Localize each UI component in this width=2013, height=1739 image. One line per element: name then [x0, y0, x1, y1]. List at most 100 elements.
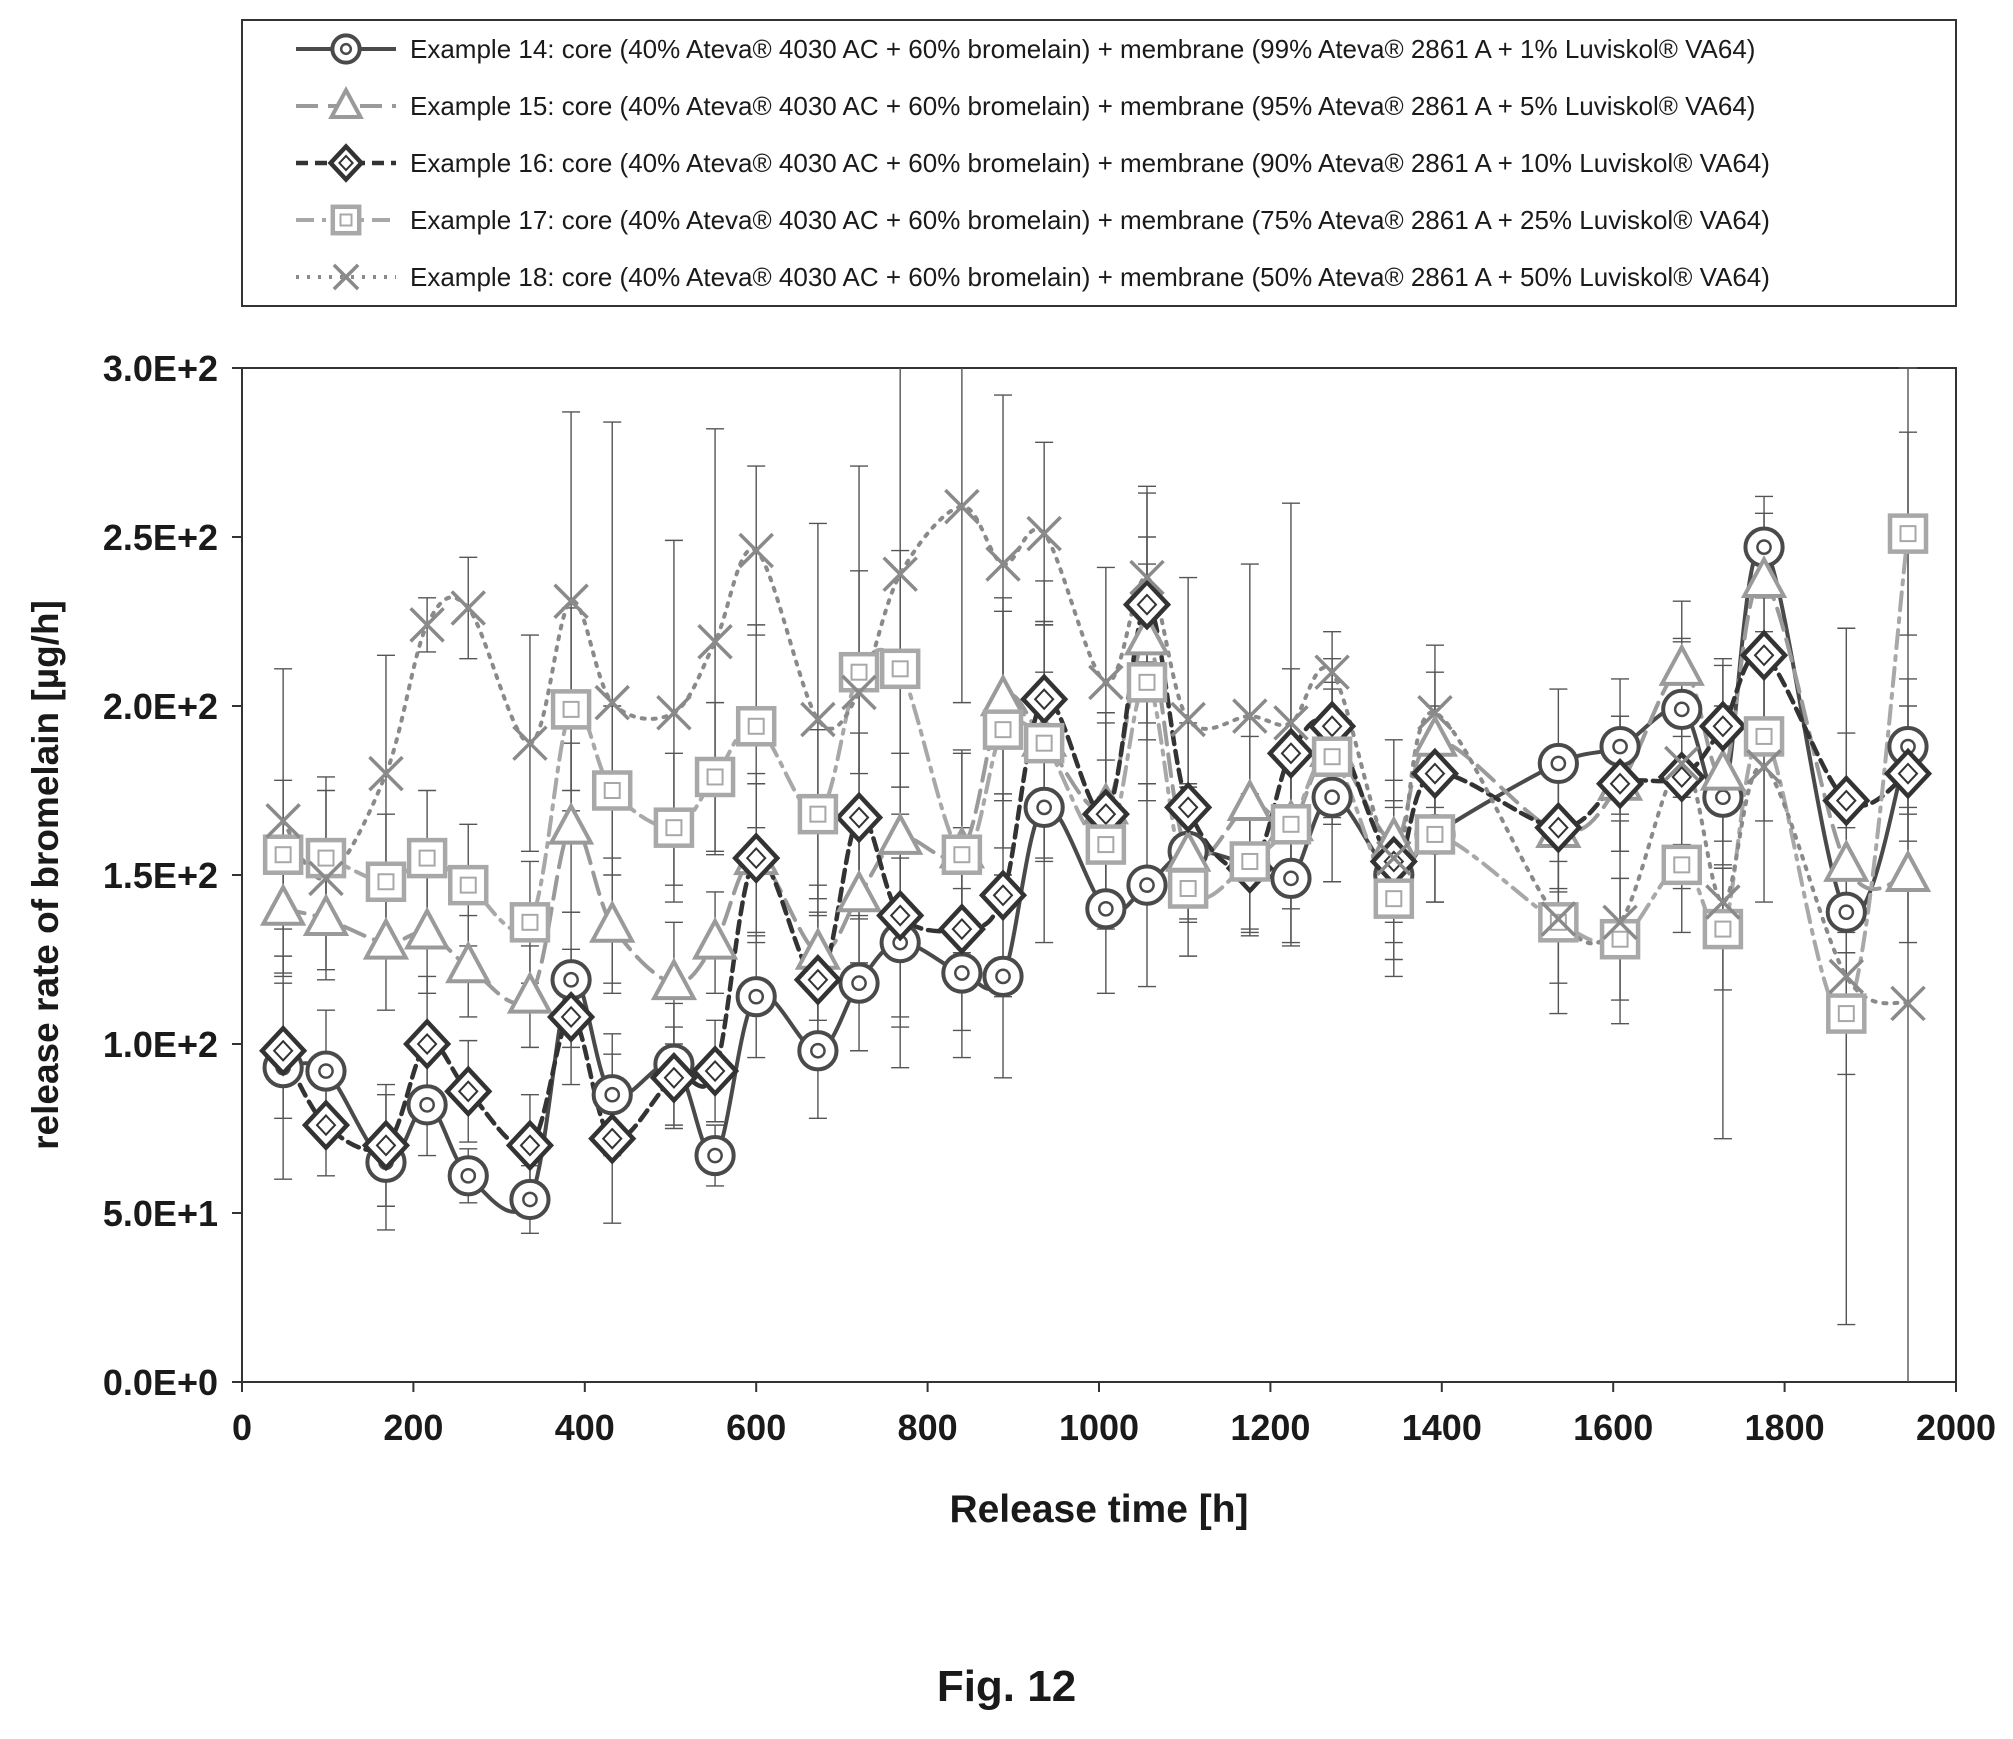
data-point: [694, 756, 736, 798]
data-point: [735, 706, 777, 747]
data-point: [876, 889, 925, 942]
series-line-5: [281, 504, 1911, 1006]
data-point: [982, 709, 1024, 750]
data-point: [259, 1024, 308, 1077]
x-axis-label: Release time [h]: [949, 1488, 1248, 1531]
data-point: [259, 882, 307, 926]
data-point: [1126, 864, 1168, 906]
data-point: [1020, 673, 1069, 726]
data-point: [1702, 908, 1744, 950]
data-point: [656, 695, 692, 731]
data-point: [1126, 662, 1168, 703]
data-point: [1540, 901, 1577, 937]
data-point: [1311, 736, 1353, 777]
y-tick-label: 1.5E+2: [103, 855, 218, 896]
legend-entry-5: Example 18: core (40% Ateva® 4030 AC + 6…: [296, 262, 1770, 292]
legend-entry-2: Example 15: core (40% Ateva® 4030 AC + 6…: [296, 85, 1755, 121]
data-point: [505, 1119, 555, 1172]
y-tick-label: 2.0E+2: [103, 686, 218, 727]
plot-area: [241, 367, 1957, 1383]
axes: 0 200 400 600 800 1000 1200 1400 1600 1800 2000 0.…: [25, 348, 1996, 1531]
data-point: [406, 1084, 448, 1126]
data-point: [1232, 698, 1268, 734]
data-point: [1657, 751, 1706, 803]
data-point: [1122, 578, 1172, 631]
data-point: [308, 860, 344, 897]
data-point: [305, 1050, 347, 1092]
x-tick-label: 600: [726, 1407, 786, 1448]
x-tick-label: 0: [232, 1407, 252, 1448]
error-bar: [952, 368, 971, 704]
data-point: [403, 906, 451, 950]
legend-label: Example 14: core (40% Ateva® 4030 AC + 6…: [410, 34, 1755, 64]
data-point: [1658, 643, 1705, 686]
data-point: [547, 801, 595, 845]
data-point: [403, 1018, 452, 1070]
data-point: [1376, 840, 1412, 876]
data-point: [879, 648, 921, 690]
data-point: [1088, 664, 1124, 701]
legend-marker: [330, 204, 362, 236]
data-point: [1884, 849, 1932, 892]
data-point: [302, 893, 350, 936]
data-point: [509, 902, 551, 943]
data-point: [944, 488, 980, 525]
legend-label: Example 16: core (40% Ateva® 4030 AC + 6…: [410, 148, 1770, 178]
data-point: [649, 1052, 699, 1104]
x-tick-label: 2000: [1916, 1407, 1996, 1448]
data-point: [591, 1074, 633, 1116]
data-point: [1705, 884, 1741, 920]
x-tick-label: 1600: [1573, 1407, 1653, 1448]
legend-marker: [327, 143, 365, 183]
data-point: [937, 903, 986, 955]
data-point: [589, 899, 636, 943]
legend-marker: [332, 263, 360, 291]
x-tick-label: 200: [383, 1407, 443, 1448]
data-point: [591, 770, 633, 811]
data-point: [697, 624, 733, 660]
data-point: [447, 864, 489, 906]
legend-entry-3: Example 16: core (40% Ateva® 4030 AC + 6…: [296, 143, 1770, 183]
data-point: [301, 1099, 351, 1151]
data-point: [1311, 776, 1353, 818]
data-point: [1164, 781, 1213, 834]
data-point: [797, 793, 839, 835]
data-point: [445, 940, 492, 984]
data-point: [362, 916, 410, 960]
data-point: [738, 532, 774, 569]
data-point: [444, 1065, 493, 1118]
data-point: [941, 834, 983, 875]
data-point: [1085, 824, 1127, 865]
data-point: [305, 837, 347, 879]
data-point: [1023, 786, 1065, 829]
data-point: [1026, 515, 1062, 552]
y-tick-label: 2.5E+2: [103, 517, 218, 558]
data-point: [1825, 891, 1867, 933]
data-point: [1883, 747, 1933, 800]
data-point: [1740, 555, 1788, 598]
data-point: [1698, 700, 1747, 753]
data-point: [735, 976, 777, 1018]
data-point: [1890, 985, 1926, 1022]
y-tick-label: 5.0E+1: [103, 1193, 218, 1234]
data-point: [838, 962, 880, 1004]
data-point: [1739, 629, 1789, 682]
data-point: [793, 953, 842, 1006]
data-point: [1023, 722, 1065, 764]
data-point: [509, 1178, 551, 1221]
data-point: [1123, 612, 1171, 656]
data-point: [800, 701, 836, 738]
y-axis-ticks: 0.0E+0 5.0E+1 1.0E+2 1.5E+2 2.0E+2 2.5E+2 3.0E…: [103, 348, 242, 1403]
data-point: [1823, 839, 1870, 882]
data-point: [690, 1045, 740, 1097]
x-tick-label: 1200: [1230, 1407, 1310, 1448]
legend-entry-4: Example 17: core (40% Ateva® 4030 AC + 6…: [296, 204, 1770, 236]
legend-entry-1: Example 14: core (40% Ateva® 4030 AC + 6…: [296, 33, 1755, 65]
legend-label: Example 18: core (40% Ateva® 4030 AC + 6…: [410, 262, 1770, 292]
legend-marker: [330, 33, 362, 65]
data-point: [941, 952, 983, 994]
x-tick-label: 400: [555, 1407, 615, 1448]
data-point: [985, 546, 1021, 582]
data-point: [1270, 804, 1312, 845]
